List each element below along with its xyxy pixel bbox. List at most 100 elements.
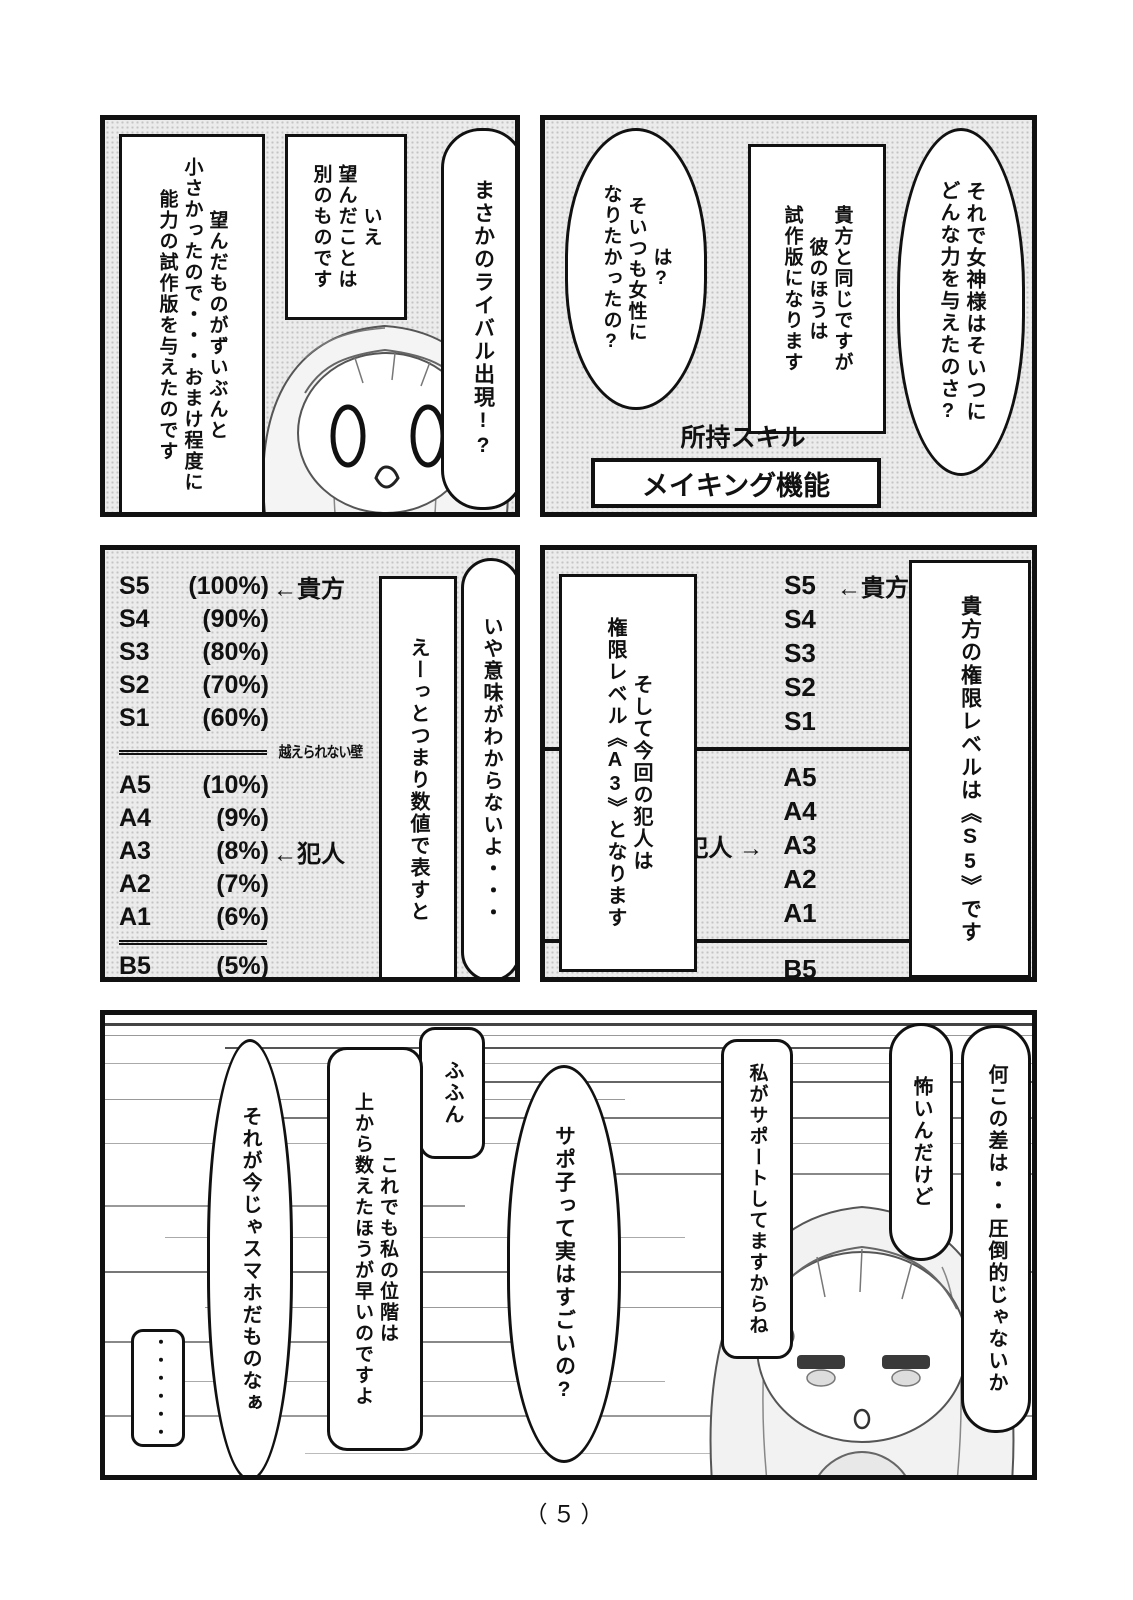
rank-cell: S2 bbox=[119, 671, 150, 699]
percent-cell: (8%) bbox=[216, 837, 269, 865]
culprit-marker: 犯人 → bbox=[684, 834, 763, 862]
bubble-text: それで女神様はそいつに bbox=[963, 181, 985, 423]
speed-line bbox=[105, 1023, 1032, 1026]
bubble-text: ・・・・・・ bbox=[150, 1334, 167, 1442]
bubble-text: なりたかったの? bbox=[600, 184, 622, 354]
making-skill-box: メイキング機能 bbox=[591, 458, 881, 508]
table-row: S3 bbox=[545, 636, 913, 670]
bubble-text: そいつも女性に bbox=[625, 195, 647, 343]
table-row: A4 bbox=[545, 794, 913, 828]
speech-bubble-something-different: いえ 望んだことは 別のものです bbox=[285, 134, 407, 320]
bubble-text: 私がサポートしてますからね bbox=[746, 1062, 768, 1336]
lower-divider bbox=[119, 934, 429, 950]
speech-bubble-wanted-to-be-female: は? そいつも女性に なりたかったの? bbox=[565, 128, 707, 410]
bubble-text: 彼のほうは bbox=[806, 236, 828, 342]
rank-cell: S5 bbox=[119, 572, 150, 600]
table-row: S2 (70%) bbox=[119, 669, 429, 702]
bubble-text: まさかのライバル出現!? bbox=[471, 179, 495, 459]
bubble-text: いや意味がわからないよ・・・ bbox=[480, 616, 502, 924]
speech-bubble-same-as-you: 貴方と同じですが 彼のほうは 試作版になります bbox=[748, 144, 886, 434]
rank-ladder: S5 ←貴方 S4 S3 S2 S1 A5 bbox=[545, 568, 913, 982]
table-row: A5 (10%) bbox=[119, 769, 429, 802]
rank-cell: A4 bbox=[119, 804, 151, 832]
bubble-text: 望んだものがずいぶんと bbox=[206, 209, 228, 441]
speech-bubble-fufun: ふふん bbox=[419, 1027, 485, 1159]
rank-cell: A3 bbox=[783, 829, 817, 860]
table-row: S3 (80%) bbox=[119, 636, 429, 669]
percent-cell: (6%) bbox=[216, 903, 269, 931]
percent-cell: (60%) bbox=[202, 704, 269, 732]
wall-line bbox=[119, 939, 267, 945]
bubble-text: いえ bbox=[360, 206, 382, 248]
speed-line bbox=[105, 1035, 1032, 1036]
possessed-skill-caption: 所持スキル bbox=[680, 424, 806, 452]
bubble-text: それが今じゃスマホだものなぁ bbox=[239, 1106, 261, 1414]
rank-cell: A1 bbox=[119, 903, 151, 931]
half-lidded-eye-left bbox=[797, 1355, 845, 1369]
table-row: S1 bbox=[545, 704, 913, 738]
rank-cell: A5 bbox=[119, 771, 151, 799]
bubble-text: 何この差は・・圧倒的じゃないか bbox=[985, 1064, 1007, 1394]
rank-cell: A5 bbox=[783, 761, 817, 792]
speech-bubble-prototype-power: 望んだものがずいぶんと 小さかったので・・・おまけ程度に 能力の試作版を与えたの… bbox=[119, 134, 265, 512]
speech-bubble-goddess-question: それで女神様はそいつに どんな力を与えたのさ? bbox=[897, 128, 1025, 476]
you-marker: ←貴方 bbox=[273, 576, 345, 603]
rank-cell: A4 bbox=[783, 795, 817, 826]
rank-cell: S4 bbox=[119, 605, 150, 633]
speech-bubble-rank-boast: これでも私の位階は 上から数えたほうが早いのですよ bbox=[327, 1047, 423, 1451]
percent-cell: (70%) bbox=[202, 671, 269, 699]
rank-cell: S3 bbox=[784, 637, 816, 668]
rank-cell: A2 bbox=[119, 870, 151, 898]
table-row: S1 (60%) bbox=[119, 702, 429, 735]
table-row: B5 bbox=[545, 952, 913, 982]
rank-divider bbox=[545, 747, 913, 751]
panel-top-left: まさかのライバル出現!? いえ 望んだことは 別のものです 望んだものがずいぶん… bbox=[100, 115, 520, 517]
bubble-text: 別のものです bbox=[310, 164, 332, 290]
table-row: A1 (6%) bbox=[119, 901, 429, 934]
speech-bubble-silence: ・・・・・・ bbox=[131, 1329, 185, 1447]
bubble-text: 試作版になります bbox=[781, 205, 803, 373]
speed-line bbox=[405, 1081, 1032, 1083]
table-row: S5 ←貴方 bbox=[545, 568, 913, 602]
rank-cell: S4 bbox=[784, 603, 816, 634]
panel-middle-left: S5 (100%) ←貴方 S4 (90%) S3 (80%) S2 (70%)… bbox=[100, 545, 520, 982]
wall-label: 越えられない壁 bbox=[278, 743, 364, 761]
bubble-text: 望んだことは bbox=[335, 164, 357, 290]
panel-bottom: 何この差は・・圧倒的じゃないか 怖いんだけど 私がサポートしてますからね サポ子… bbox=[100, 1010, 1037, 1480]
speech-bubble-your-authority-level: 貴方の権限レベルは《S5》です bbox=[909, 560, 1031, 977]
speed-line bbox=[105, 1063, 1032, 1064]
speech-bubble-culprit-level: そして今回の犯人は 権限レベル《A3》となります bbox=[559, 574, 697, 972]
bubble-text: 貴方の権限レベルは《S5》です bbox=[958, 594, 982, 944]
culprit-marker: ←犯人 bbox=[273, 841, 345, 868]
speech-bubble-dont-get-it: いや意味がわからないよ・・・ bbox=[461, 558, 515, 977]
rank-divider bbox=[545, 939, 913, 943]
percent-cell: (90%) bbox=[202, 605, 269, 633]
half-lidded-eye-right bbox=[882, 1355, 930, 1369]
table-row: S4 (90%) bbox=[119, 603, 429, 636]
insurmountable-wall-divider: 越えられない壁 bbox=[119, 735, 429, 769]
rank-cell: A2 bbox=[783, 863, 817, 894]
rank-cell: B5 bbox=[783, 953, 817, 982]
rank-cell: S1 bbox=[119, 704, 150, 732]
speed-line bbox=[225, 1047, 925, 1049]
you-marker: ←貴方 bbox=[837, 574, 909, 602]
bubble-text: は? bbox=[650, 247, 672, 291]
percent-cell: (5%) bbox=[216, 952, 269, 980]
rank-cell: S5 bbox=[784, 569, 816, 600]
speech-bubble-scary: 怖いんだけど bbox=[889, 1023, 953, 1261]
speed-line bbox=[165, 1237, 685, 1238]
speech-bubble-in-numbers: えーっとつまり数値で表すと bbox=[379, 576, 457, 977]
bubble-text: 小さかったので・・・おまけ程度に bbox=[181, 157, 203, 493]
rank-cell: S1 bbox=[784, 705, 816, 736]
table-row: A4 (9%) bbox=[119, 802, 429, 835]
bubble-text: 上から数えたほうが早いのですよ bbox=[352, 1091, 373, 1407]
rank-cell: A3 bbox=[119, 837, 151, 865]
percent-cell: (80%) bbox=[202, 638, 269, 666]
skill-box-label: メイキング機能 bbox=[641, 470, 831, 501]
table-row: A3 (8%) ←犯人 bbox=[119, 835, 429, 868]
blank-eye-left bbox=[330, 404, 366, 468]
speech-bubble-rival-appears: まさかのライバル出現!? bbox=[441, 128, 515, 510]
rank-cell: B5 bbox=[119, 952, 151, 980]
wall-line bbox=[119, 749, 267, 755]
